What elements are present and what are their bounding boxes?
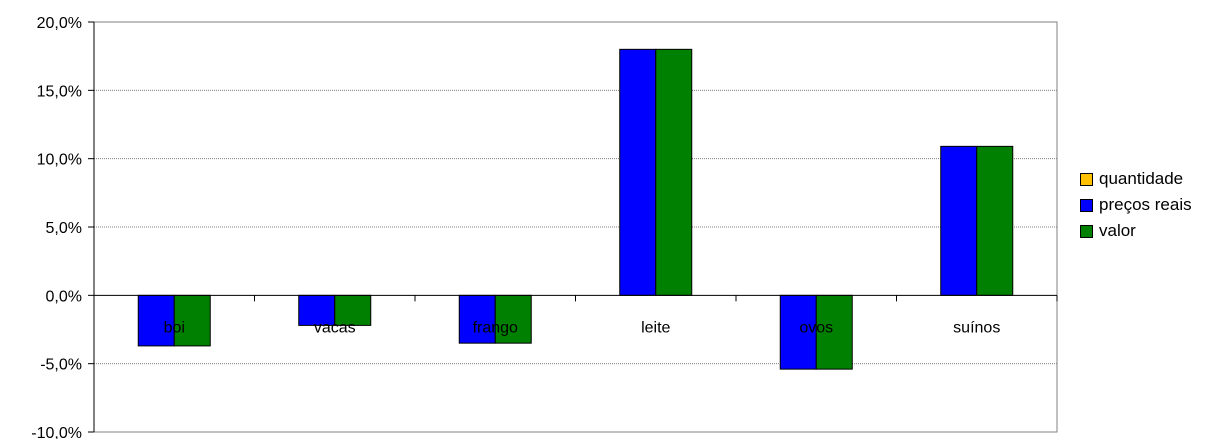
legend-label: valor bbox=[1099, 221, 1136, 240]
bar-preços-reais-leite bbox=[619, 48, 657, 296]
bars bbox=[137, 48, 1014, 370]
bar-preços-reais-suínos bbox=[940, 145, 978, 296]
y-tick-label: 15,0% bbox=[37, 83, 82, 100]
category-label: frango bbox=[473, 319, 518, 336]
category-label: suínos bbox=[953, 319, 1000, 336]
axes bbox=[88, 21, 1058, 433]
category-labels: boi vacas frango leite ovos suínos bbox=[164, 319, 1001, 336]
y-tick-label: 20,0% bbox=[37, 15, 82, 32]
legend-label: preços reais bbox=[1099, 195, 1192, 214]
legend: quantidade preços reais valor bbox=[1080, 166, 1192, 244]
legend-swatch bbox=[1080, 224, 1093, 238]
category-label: leite bbox=[641, 319, 670, 336]
y-tick-label: 10,0% bbox=[37, 152, 82, 169]
legend-label: quantidade bbox=[1099, 169, 1184, 188]
bar-preços-reais-boi bbox=[137, 294, 175, 347]
y-tick-label: 5,0% bbox=[46, 220, 82, 237]
legend-item-quantidade: quantidade bbox=[1080, 166, 1192, 192]
y-tick-label: -10,0% bbox=[31, 425, 82, 439]
legend-swatch bbox=[1080, 172, 1093, 186]
y-tick-labels: -10,0% -5,0% 0,0% 5,0% 10,0% 15,0% 20,0% bbox=[31, 15, 82, 439]
category-label: boi bbox=[164, 319, 185, 336]
legend-item-valor: valor bbox=[1080, 218, 1192, 244]
gridlines bbox=[94, 21, 1057, 365]
bar-valor-leite bbox=[655, 48, 693, 296]
category-label: ovos bbox=[799, 319, 833, 336]
legend-item-preços-reais: preços reais bbox=[1080, 192, 1192, 218]
bar-valor-suínos bbox=[976, 145, 1014, 296]
bar-chart: -10,0% -5,0% 0,0% 5,0% 10,0% 15,0% 20,0% boi va… bbox=[31, 15, 1058, 439]
bar-preços-reais-vacas bbox=[298, 294, 336, 326]
bar-preços-reais-frango bbox=[458, 294, 496, 344]
y-tick-label: 0,0% bbox=[46, 288, 82, 305]
category-label: vacas bbox=[314, 319, 356, 336]
bar-preços-reais-ovos bbox=[779, 294, 817, 370]
legend-swatch bbox=[1080, 198, 1093, 212]
y-tick-label: -5,0% bbox=[40, 357, 82, 374]
